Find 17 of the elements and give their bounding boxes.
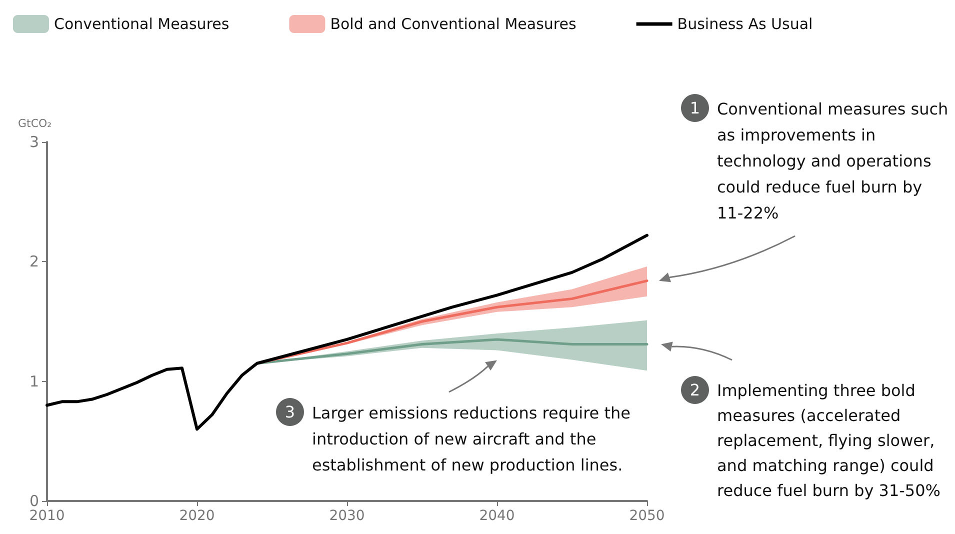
x-tick-label: 2020 (179, 508, 215, 524)
x-tick-label: 2010 (29, 508, 65, 524)
y-tick-label: 3 (29, 133, 39, 151)
x-tick-label: 2050 (629, 508, 665, 524)
x-tick-label: 2040 (479, 508, 515, 524)
y-tick-label: 2 (29, 252, 39, 271)
legend-label: Bold and Conventional Measures (330, 15, 576, 33)
legend-label: Conventional Measures (54, 15, 230, 33)
y-tick-label: 0 (29, 492, 39, 510)
line-series (46, 234, 648, 431)
legend-label: Business As Usual (677, 15, 813, 33)
y-tick-label: 1 (29, 372, 39, 390)
x-tick-label: 2030 (329, 508, 365, 524)
annotation: 3 Larger emissions reductions require the introduction of new aircraft and the establishment of new production lines. (284, 402, 636, 474)
text: 1 Conventional measures such as improvements in technology and operations could reduce fuel burn by 11-22% (690, 98, 954, 222)
text: 2 Implementing three bold measures (accelerated replacement, flying slower, and matching range) could reduce fuel burn by 31-50% (690, 380, 940, 500)
y-axis-title: GtCO₂ (18, 117, 52, 130)
